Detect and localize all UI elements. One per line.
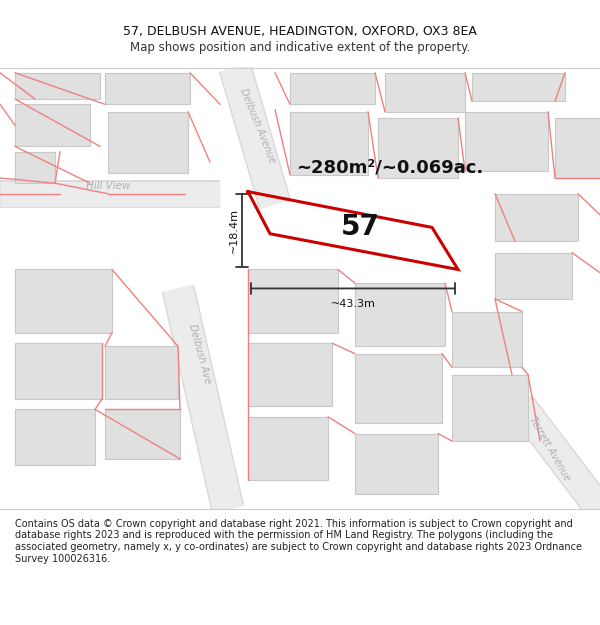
Polygon shape xyxy=(495,253,572,299)
Polygon shape xyxy=(555,118,600,178)
Polygon shape xyxy=(105,72,190,104)
Polygon shape xyxy=(472,72,565,101)
Polygon shape xyxy=(15,409,95,465)
Text: Terrett Avenue: Terrett Avenue xyxy=(527,414,572,482)
Polygon shape xyxy=(378,118,458,178)
Polygon shape xyxy=(15,269,112,332)
Polygon shape xyxy=(105,409,180,459)
Text: Contains OS data © Crown copyright and database right 2021. This information is : Contains OS data © Crown copyright and d… xyxy=(15,519,582,564)
Text: ~280m²/~0.069ac.: ~280m²/~0.069ac. xyxy=(296,159,484,176)
Polygon shape xyxy=(452,312,522,368)
Text: Delbush Ave: Delbush Ave xyxy=(187,322,213,384)
Polygon shape xyxy=(355,283,445,346)
Polygon shape xyxy=(290,72,375,104)
Text: 57: 57 xyxy=(341,213,379,241)
Text: ~18.4m: ~18.4m xyxy=(229,208,239,253)
Polygon shape xyxy=(15,152,55,183)
Text: ~43.3m: ~43.3m xyxy=(331,299,376,309)
Polygon shape xyxy=(248,269,338,332)
Polygon shape xyxy=(355,354,442,423)
Polygon shape xyxy=(108,112,188,173)
Polygon shape xyxy=(355,434,438,494)
Text: 57, DELBUSH AVENUE, HEADINGTON, OXFORD, OX3 8EA: 57, DELBUSH AVENUE, HEADINGTON, OXFORD, … xyxy=(123,25,477,38)
Polygon shape xyxy=(15,104,90,146)
Polygon shape xyxy=(465,112,548,171)
Text: Map shows position and indicative extent of the property.: Map shows position and indicative extent… xyxy=(130,41,470,54)
Text: Delbush Avenue: Delbush Avenue xyxy=(238,87,278,164)
Polygon shape xyxy=(495,194,578,241)
Polygon shape xyxy=(385,72,465,112)
Polygon shape xyxy=(290,112,368,175)
Polygon shape xyxy=(15,72,100,99)
Polygon shape xyxy=(248,343,332,406)
Polygon shape xyxy=(452,375,528,441)
Text: Hill View: Hill View xyxy=(86,181,130,191)
Polygon shape xyxy=(105,346,178,399)
Polygon shape xyxy=(248,417,328,480)
Polygon shape xyxy=(15,343,102,399)
